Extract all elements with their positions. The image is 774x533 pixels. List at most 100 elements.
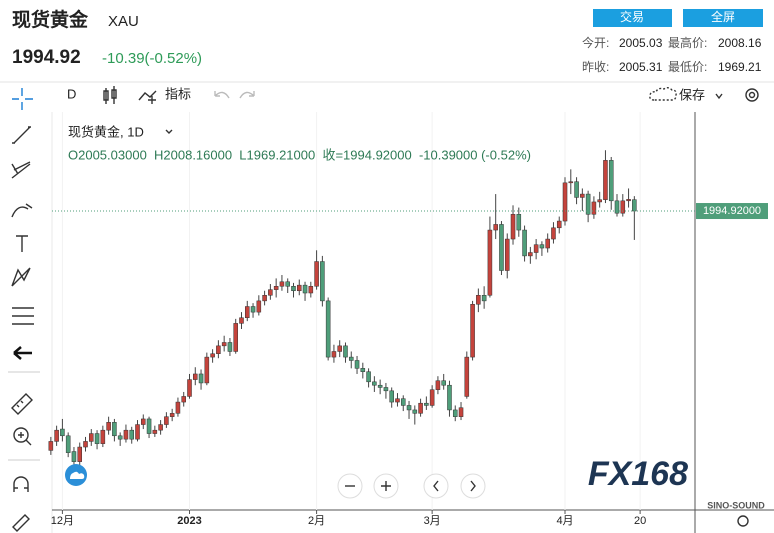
candle-body bbox=[343, 345, 348, 358]
price: 1994.92 bbox=[12, 47, 81, 68]
candle-body bbox=[591, 201, 597, 215]
x-tick-label: 12月 bbox=[51, 515, 74, 527]
candle-body bbox=[424, 402, 429, 406]
candle-body bbox=[337, 345, 342, 352]
candle-body bbox=[632, 199, 637, 212]
candle-type-icon[interactable] bbox=[103, 86, 117, 104]
candle-body bbox=[296, 284, 302, 292]
settings[interactable] bbox=[748, 91, 756, 99]
candle-body bbox=[146, 418, 152, 434]
candle-body bbox=[221, 342, 227, 347]
settings[interactable] bbox=[745, 88, 759, 102]
candle-body bbox=[354, 360, 360, 369]
candle-body bbox=[470, 304, 475, 358]
save[interactable]: 保存 bbox=[679, 87, 705, 102]
candle-body bbox=[320, 261, 325, 302]
candle-body bbox=[204, 356, 210, 384]
trade-button-label[interactable]: 交易 bbox=[620, 9, 644, 24]
candle-body bbox=[141, 418, 146, 425]
candle-body bbox=[181, 396, 186, 403]
candle-body bbox=[48, 441, 54, 451]
change: -10.39(-0.52%) bbox=[102, 50, 202, 67]
indicators[interactable]: 指标 bbox=[165, 86, 191, 101]
candle-body bbox=[400, 398, 406, 406]
x-tick-label: 3月 bbox=[424, 515, 441, 527]
stat-value: 1969.21 bbox=[718, 60, 762, 74]
candle-body bbox=[372, 381, 377, 386]
watermark: FX168 bbox=[588, 455, 688, 493]
candle-body bbox=[314, 261, 319, 287]
candle-body bbox=[626, 199, 631, 202]
candle-body bbox=[504, 238, 510, 271]
candle-body bbox=[279, 281, 285, 287]
candle-body bbox=[395, 398, 400, 403]
save-icon[interactable] bbox=[649, 87, 677, 101]
candle-body bbox=[54, 429, 59, 442]
candle-body bbox=[71, 451, 77, 462]
undo-redo[interactable] bbox=[214, 91, 255, 99]
stat-label: 昨收: bbox=[582, 60, 609, 74]
candle-body bbox=[169, 413, 175, 417]
fullscreen-button[interactable] bbox=[683, 9, 763, 27]
candle-body bbox=[458, 407, 464, 417]
stat-label: 今开: bbox=[582, 35, 609, 50]
candle-body bbox=[551, 227, 556, 240]
plot: 12月 2023 2月 3月 4月 20 1994.92000 bbox=[48, 112, 768, 527]
candle-body bbox=[447, 384, 452, 411]
candle-body bbox=[123, 429, 129, 440]
candle-body bbox=[366, 371, 371, 383]
candle-body bbox=[193, 373, 198, 380]
crosshair-tool[interactable] bbox=[12, 88, 33, 110]
candle-body bbox=[65, 435, 71, 453]
candle-body bbox=[77, 446, 83, 462]
candle-body bbox=[487, 229, 493, 296]
candle-body bbox=[210, 353, 215, 358]
legend-title: 现货黄金, 1D bbox=[68, 124, 144, 139]
candle-body bbox=[360, 368, 366, 372]
candle-body bbox=[227, 342, 233, 352]
candle-body bbox=[585, 193, 591, 215]
zoom-controls[interactable] bbox=[337, 473, 486, 499]
watermark-sub: SINO-SOUND bbox=[707, 500, 765, 510]
candle-body bbox=[574, 181, 579, 198]
candle-body bbox=[331, 351, 337, 358]
last-price-label: 1994.92000 bbox=[703, 205, 761, 217]
drawing-tools[interactable] bbox=[8, 126, 40, 532]
candle-body bbox=[452, 409, 458, 417]
candle-body bbox=[562, 182, 568, 222]
candle-body bbox=[533, 244, 539, 253]
candle-body bbox=[377, 384, 383, 388]
candle-body bbox=[256, 300, 262, 313]
candle-body bbox=[112, 422, 117, 437]
candle-body bbox=[580, 193, 585, 198]
candle-body bbox=[268, 289, 273, 296]
candle-body bbox=[348, 356, 354, 361]
trade-button[interactable] bbox=[593, 9, 672, 27]
legend-menu[interactable] bbox=[165, 129, 173, 134]
stat-label: 最低价: bbox=[668, 60, 707, 74]
candle-body bbox=[250, 306, 256, 313]
fullscreen-button-label[interactable]: 全屏 bbox=[711, 9, 735, 24]
ohlc-legend: O2005.03000 H2008.16000 L1969.21000 收=19… bbox=[68, 147, 531, 162]
axis-settings[interactable] bbox=[737, 515, 749, 527]
candle-body bbox=[476, 295, 481, 305]
candle-body bbox=[516, 214, 522, 231]
candle-body bbox=[244, 306, 250, 318]
candle-body bbox=[117, 435, 123, 440]
stat-value: 2005.03 bbox=[619, 36, 663, 50]
indicators-icon[interactable] bbox=[138, 90, 157, 104]
candle-body bbox=[233, 323, 238, 352]
candle-body bbox=[129, 429, 134, 440]
candle-body bbox=[493, 224, 498, 231]
candle-body bbox=[608, 160, 614, 202]
candle-body bbox=[510, 214, 516, 240]
cloud-icon[interactable] bbox=[65, 464, 87, 486]
save-menu[interactable] bbox=[715, 93, 723, 100]
x-tick-label: 4月 bbox=[556, 515, 573, 527]
candle-body bbox=[164, 416, 169, 425]
interval[interactable]: D bbox=[67, 86, 76, 101]
stat-label: 最高价: bbox=[668, 35, 707, 50]
candle-body bbox=[187, 379, 192, 397]
